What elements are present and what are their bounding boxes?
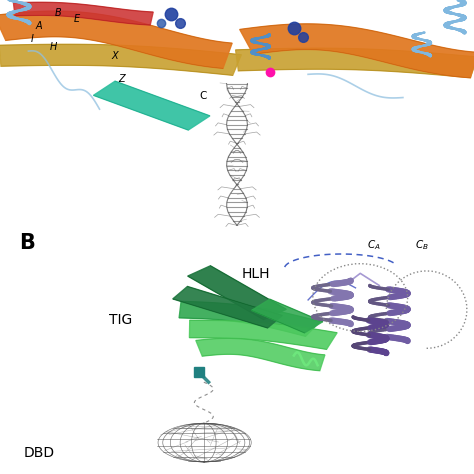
Polygon shape xyxy=(190,320,337,349)
Text: X: X xyxy=(111,51,118,61)
Polygon shape xyxy=(13,2,153,25)
Text: C: C xyxy=(199,91,207,100)
Text: HLH: HLH xyxy=(242,267,270,281)
Text: $C_A$: $C_A$ xyxy=(367,238,381,252)
Text: B: B xyxy=(19,233,35,253)
Text: Z: Z xyxy=(118,74,125,84)
Polygon shape xyxy=(188,266,286,319)
Polygon shape xyxy=(179,301,320,336)
Text: TIG: TIG xyxy=(109,313,132,327)
Polygon shape xyxy=(240,24,474,78)
Text: A: A xyxy=(36,21,42,31)
Polygon shape xyxy=(252,299,323,333)
Text: DBD: DBD xyxy=(24,446,55,460)
Text: $C_B$: $C_B$ xyxy=(415,238,428,252)
Polygon shape xyxy=(93,81,210,130)
Text: B: B xyxy=(55,8,61,18)
Polygon shape xyxy=(236,48,474,78)
Polygon shape xyxy=(0,11,232,68)
Polygon shape xyxy=(173,286,282,328)
Text: E: E xyxy=(73,14,80,24)
Text: H: H xyxy=(50,42,57,52)
Polygon shape xyxy=(196,338,325,371)
Text: I: I xyxy=(31,34,34,44)
Polygon shape xyxy=(0,44,241,75)
